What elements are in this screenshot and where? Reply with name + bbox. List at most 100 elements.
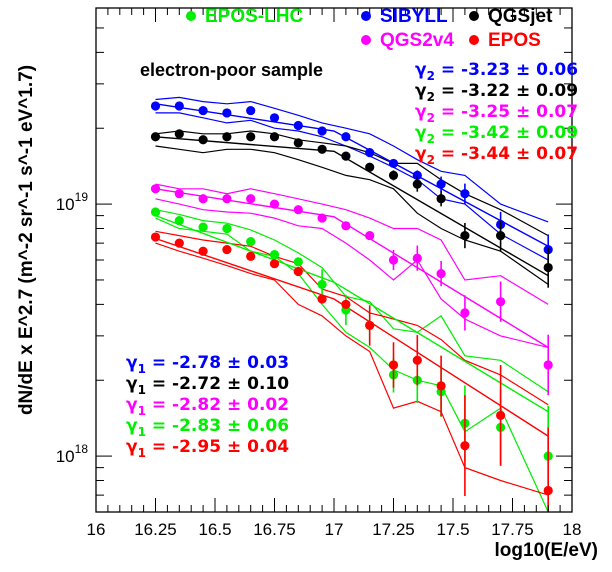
y-tick-exponent: 19 [75,190,89,204]
data-point [317,213,327,223]
data-point [174,238,184,248]
gamma-value: = -2.72 ± 0.10 [146,374,289,394]
data-point [150,184,161,194]
y-tick-label: 1018 [56,442,89,466]
data-point [460,189,470,199]
gamma2-label: γ2 = -3.42 ± 0.09 [415,123,578,146]
data-point [198,105,208,116]
band-line-qgsjet-0 [155,145,549,285]
axes: 16 16.25 16.5 16.75 17 17.25 17.5 17.75 18101810… [56,7,582,539]
gamma-symbol: γ [415,60,427,80]
gamma-symbol: γ [415,144,427,164]
data-point [436,268,446,279]
gamma1-label: γ1 = -2.78 ± 0.03 [126,353,289,376]
legend-marker [361,35,371,45]
data-point [436,194,446,204]
data-point [246,251,256,262]
band-line-qgs2v4-1 [155,183,549,305]
data-point [222,108,232,118]
gamma-subscript: 1 [138,404,146,418]
data-point [222,244,232,255]
legend-label: SIBYLL [380,6,448,27]
gamma1-label: γ1 = -2.82 ± 0.02 [126,395,289,418]
gamma-value: = -2.95 ± 0.04 [146,437,289,457]
legend-label: QGS2v4 [380,30,454,51]
data-point [460,230,470,241]
y-tick-label: 1019 [56,190,89,214]
x-tick-label: 16.5 [198,520,231,539]
gamma-value: = -3.44 ± 0.07 [435,144,578,164]
fit-line-1 [155,136,549,277]
gamma-symbol: γ [126,374,138,394]
data-point [246,236,256,247]
gamma-subscript: 2 [427,69,435,83]
gamma-value: = -3.42 ± 0.09 [435,123,578,143]
x-tick-label: 16.25 [134,520,177,539]
gamma-subscript: 2 [427,153,435,167]
data-point [388,255,399,265]
data-point [222,194,232,204]
gamma-subscript: 1 [138,383,146,397]
data-point [543,485,553,496]
gamma-symbol: γ [126,416,138,436]
gamma-value: = -2.78 ± 0.03 [146,353,289,373]
data-point [460,441,470,451]
band-line-sibyll-1 [155,96,549,223]
gamma-subscript: 1 [138,425,146,439]
data-point [496,297,506,307]
sample-annotation: electron-poor sample [140,60,323,80]
x-tick-label: 18 [563,520,582,539]
data-point [341,299,351,309]
data-point [198,222,208,232]
data-point [388,360,399,370]
data-point [293,266,303,277]
data-point [150,232,161,242]
data-point [198,246,208,256]
gamma-symbol: γ [126,353,138,373]
data-point [150,132,161,142]
gamma2-label: γ2 = -3.22 ± 0.09 [415,81,578,104]
data-point [198,194,208,204]
data-point [174,101,184,111]
gamma-value: = -3.22 ± 0.09 [435,81,578,101]
data-point [365,230,375,241]
data-point [222,132,232,142]
data-point [269,250,280,260]
gamma-value: = -2.82 ± 0.02 [146,395,289,415]
data-point [246,132,256,142]
data-points [150,101,553,512]
gamma-value: = -3.23 ± 0.06 [435,60,578,80]
data-point [150,101,161,111]
gamma-symbol: γ [415,102,427,122]
gamma-subscript: 1 [138,446,146,460]
data-point [412,179,422,189]
fit-line-3 [155,214,549,413]
data-point [317,279,327,290]
data-point [412,253,422,263]
band-line-epos-1 [155,230,549,406]
y-tick-exponent: 18 [75,442,89,456]
data-point [317,144,327,154]
data-point [436,381,446,391]
data-point [293,205,303,215]
gamma2-label: γ2 = -3.44 ± 0.07 [415,144,578,167]
data-point [293,120,303,131]
data-point [341,132,351,142]
x-tick-label: 17.25 [372,520,415,539]
fit-lines [155,103,549,437]
x-tick-label: 17 [325,520,344,539]
data-point [436,179,446,189]
gamma2-label: γ2 = -3.25 ± 0.07 [415,102,578,125]
x-tick-label: 17.5 [436,520,469,539]
gamma-symbol: γ [126,437,138,457]
data-point [496,410,506,421]
data-point [150,207,161,217]
data-point [293,138,303,148]
data-point [365,148,375,158]
gamma-value: = -3.25 ± 0.07 [435,102,578,122]
gamma-subscript: 2 [427,90,435,104]
data-point [388,158,399,169]
gamma-subscript: 2 [427,132,435,146]
fit-line-4 [155,237,549,437]
